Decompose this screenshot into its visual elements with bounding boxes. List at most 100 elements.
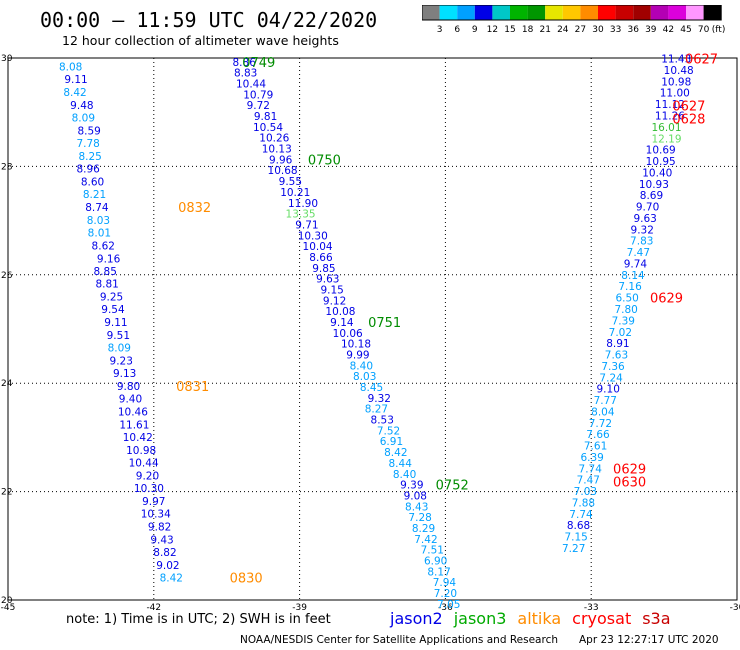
lat-tick-label: 30 [1,54,13,64]
swh-value: 8.45 [360,382,383,394]
swh-value: 7.66 [586,429,610,441]
swh-value: 13.35 [286,209,316,221]
colorbar-label: 36 [627,25,639,35]
swh-value: 10.30 [134,483,164,495]
swh-value: 10.44 [236,79,266,91]
swh-value: 7.51 [421,545,444,557]
swh-value: 8.40 [393,469,416,481]
swh-value: 10.95 [646,156,676,168]
swh-value: 8.43 [405,501,428,513]
colorbar: 3 6 9 12 15 18 21 24 27 30 33 36 39 42 45 70 (ft) [422,5,725,35]
swh-value: 8.25 [78,151,101,163]
swh-value: 11.26 [655,110,685,122]
swh-value: 7.94 [433,577,457,589]
swh-value: 8.27 [365,404,388,416]
time-label: 0832 [178,201,211,216]
swh-value: 9.81 [254,111,277,123]
swh-value: 10.04 [303,241,333,253]
swh-value: 8.01 [88,228,111,240]
footnote: note: 1) Time is in UTC; 2) SWH is in fe… [66,612,331,627]
swh-value: 8.66 [309,252,333,264]
swh-value: 9.32 [631,224,654,236]
swh-value: 8.42 [63,87,86,99]
swh-value: 10.48 [664,65,694,77]
time-label: 0831 [176,380,209,395]
colorbar-label: 42 [663,25,674,35]
swh-value: 6.50 [615,293,638,305]
swh-value: 9.99 [346,350,369,362]
lon-tick-label: -45 [1,603,16,610]
swh-value: 11.61 [119,419,149,431]
colorbar-swatch [492,5,510,20]
swh-value: 10.98 [661,76,691,88]
swh-value: 7.63 [605,350,628,362]
swh-value: 7.88 [572,497,595,509]
swh-value: 7.61 [584,441,607,453]
swh-value: 7.42 [414,534,437,546]
swh-value: 7.28 [408,512,431,524]
swh-value: 7.03 [574,486,597,498]
colorbar-swatch [439,5,458,20]
swh-value: 10.21 [280,187,310,199]
swh-value: 9.10 [597,384,620,396]
colorbar-swatch [562,5,581,20]
swh-value: 9.23 [110,355,133,367]
colorbar-swatch [650,5,669,20]
map-frame [7,57,738,601]
swh-value: 10.26 [259,133,289,145]
colorbar-swatch [668,5,686,20]
swh-value: 10.40 [642,167,672,179]
chart-subtitle: 12 hour collection of altimeter wave hei… [62,33,339,48]
lat-tick-label: 22 [1,488,12,498]
time-label: 0628 [672,113,705,128]
legend-altika: altika [517,609,562,628]
colorbar-swatch [474,5,493,20]
colorbar-swatch [545,5,563,20]
swh-value: 7.02 [609,327,632,339]
time-label: 0630 [613,475,646,490]
swh-value: 8.82 [153,547,176,559]
swh-value: 9.14 [330,317,354,329]
swh-value: 11.00 [660,88,690,100]
swh-value: 8.40 [350,360,373,372]
time-label: 0629 [650,292,683,307]
lon-tick-label: -36 [438,603,453,610]
swh-value: 10.34 [141,508,171,520]
swh-value: 8.14 [621,270,645,282]
colorbar-swatch [615,5,634,20]
swh-value: 6.39 [580,452,603,464]
swh-value: 9.32 [368,393,391,405]
swh-value: 10.79 [243,89,273,101]
swh-value: 8.91 [606,338,629,350]
swh-value: 7.47 [577,475,600,487]
legend-cryosat: cryosat [572,609,632,628]
swh-value: 8.81 [95,279,118,291]
swh-value: 8.42 [160,572,183,584]
swh-value: 8.96 [76,164,100,176]
swh-value: 7.77 [594,395,617,407]
swh-value: 10.98 [126,445,156,457]
swh-value: 8.42 [384,447,407,459]
swh-value: 7.27 [562,543,585,555]
swh-value: 9.97 [142,496,165,508]
swh-value: 9.02 [156,560,179,572]
colorbar-label: 6 [454,25,460,35]
colorbar-swatch [457,5,475,20]
swh-value: 8.53 [371,415,394,427]
swh-value: 8.44 [389,458,413,470]
swh-value: 8.86 [233,57,257,69]
swh-value: 7.24 [599,372,623,384]
swh-value: 9.51 [107,330,130,342]
swh-value: 8.03 [87,215,110,227]
lat-tick-label: 20 [1,596,13,606]
colorbar-label: 15 [504,25,515,35]
colorbar-label: 21 [539,25,550,35]
time-label: 0629 [613,462,646,477]
swh-value: 9.16 [97,254,121,266]
swh-value: 8.29 [412,523,435,535]
swh-value: 9.74 [624,258,648,270]
swh-value: 8.62 [92,241,115,253]
swh-value: 10.42 [123,432,153,444]
swh-value: 7.52 [377,425,400,437]
swh-value: 11.90 [288,198,318,210]
